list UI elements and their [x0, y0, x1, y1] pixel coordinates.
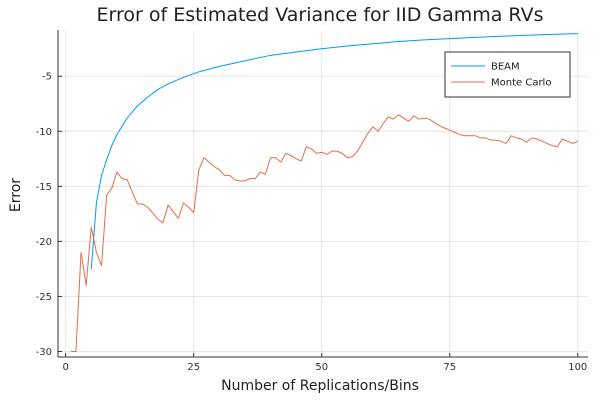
chart-title: Error of Estimated Variance for IID Gamm… — [96, 4, 543, 26]
y-tick-label: -10 — [36, 127, 52, 138]
x-tick-label: 0 — [62, 362, 68, 373]
x-tick-label: 25 — [187, 362, 200, 373]
y-tick-label: -30 — [36, 347, 52, 358]
y-tick-label: -5 — [42, 72, 52, 83]
legend-label-monte-carlo: Monte Carlo — [491, 78, 551, 89]
ticks: 0 25 50 75 100 -30 -25 -20 -15 -10 -5 — [36, 72, 588, 373]
series-line-monte-carlo — [70, 114, 578, 352]
legend-label-beam: BEAM — [491, 62, 520, 73]
plot-frame — [57, 30, 588, 358]
y-tick-label: -20 — [36, 237, 52, 248]
x-tick-label: 75 — [443, 362, 456, 373]
legend-box — [444, 51, 571, 98]
series-line-beam — [90, 33, 578, 269]
y-tick-label: -25 — [36, 292, 52, 303]
x-tick-label: 50 — [315, 362, 328, 373]
x-tick-label: 100 — [568, 362, 587, 373]
y-axis-label: Error — [8, 178, 24, 212]
x-axis-label: Number of Replications/Bins — [221, 378, 419, 394]
series-layer — [70, 33, 578, 352]
y-tick-label: -15 — [36, 182, 52, 193]
legend: BEAM Monte Carlo — [444, 51, 571, 98]
